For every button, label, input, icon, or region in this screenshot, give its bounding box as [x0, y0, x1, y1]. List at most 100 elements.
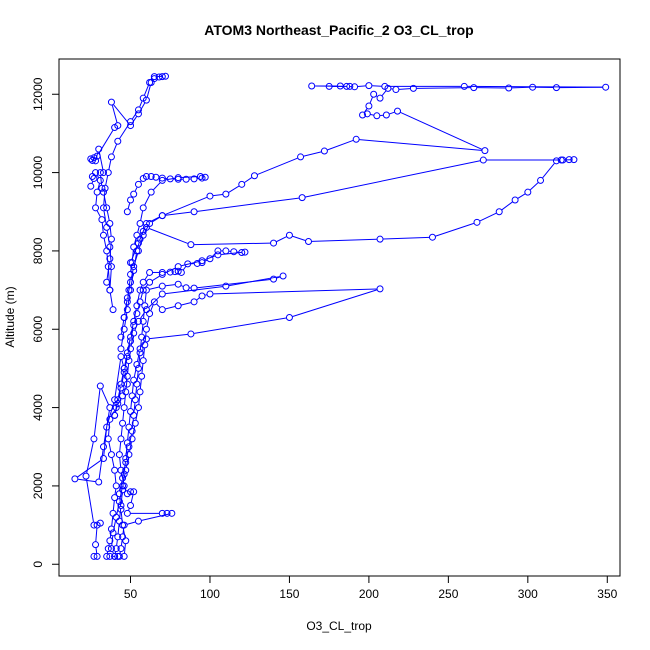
data-point: [122, 458, 130, 466]
series-line-segment: [139, 101, 143, 108]
series-line-segment: [113, 104, 129, 124]
series-line-segment: [117, 387, 121, 397]
series-line-segment: [156, 303, 161, 308]
data-point: [98, 216, 106, 224]
data-point: [134, 404, 142, 412]
data-point: [158, 306, 166, 314]
data-point: [158, 282, 166, 290]
data-point: [127, 337, 135, 345]
data-point: [122, 537, 130, 545]
series-line-segment: [112, 500, 115, 511]
series-line-segment: [117, 524, 120, 534]
data-point: [130, 317, 138, 325]
x-tick-label: 150: [279, 587, 299, 601]
data-point: [109, 306, 117, 314]
data-point: [158, 290, 166, 298]
data-point: [481, 147, 489, 155]
data-point: [382, 111, 390, 119]
series-line-segment: [107, 269, 111, 287]
data-point: [139, 278, 147, 286]
series-line-segment: [149, 286, 160, 290]
data-point: [146, 220, 154, 227]
data-point: [150, 75, 158, 83]
series-line-segment: [119, 508, 122, 518]
series-line-segment: [228, 185, 240, 193]
data-point: [241, 248, 249, 256]
data-point: [99, 455, 107, 462]
data-point: [106, 286, 114, 294]
data-series: [71, 72, 610, 560]
series-line-segment: [119, 124, 130, 139]
data-point: [114, 122, 122, 130]
data-point: [139, 317, 147, 325]
data-point: [187, 241, 195, 249]
data-point: [107, 98, 115, 106]
data-point: [125, 451, 133, 459]
series-line-segment: [91, 181, 94, 184]
series-line-segment: [138, 355, 141, 366]
data-point: [117, 502, 125, 509]
series-line-segment: [127, 430, 130, 440]
data-point: [109, 529, 117, 537]
data-point: [117, 545, 125, 553]
data-point: [134, 110, 142, 118]
data-point: [470, 84, 478, 92]
data-point: [136, 345, 144, 353]
series-line-segment: [111, 536, 114, 546]
series-line-segment: [165, 211, 191, 216]
data-point: [198, 292, 206, 300]
data-point: [93, 552, 101, 560]
data-point: [134, 517, 142, 525]
data-point: [99, 204, 107, 212]
data-point: [168, 509, 176, 517]
data-point: [120, 314, 128, 321]
data-point: [101, 184, 109, 192]
data-point: [133, 361, 141, 368]
data-point: [336, 82, 344, 90]
data-point: [138, 372, 146, 380]
series-line-segment: [117, 391, 121, 401]
series-line-segment: [121, 371, 124, 381]
series-line-segment: [109, 226, 112, 236]
series-line-segment: [96, 175, 100, 178]
series-line-segment: [86, 442, 94, 474]
data-point: [92, 541, 100, 549]
series-line-segment: [136, 371, 139, 381]
data-point: [177, 268, 185, 276]
series-line-segment: [124, 304, 128, 315]
data-point: [190, 175, 198, 183]
y-tick-label: 0: [31, 561, 45, 568]
series-line-segment: [108, 442, 112, 452]
series-line-segment: [95, 195, 98, 205]
data-point: [190, 208, 198, 216]
data-point: [107, 451, 115, 459]
series-line-segment: [134, 238, 137, 244]
series-line-segment: [467, 85, 603, 88]
data-point: [123, 380, 131, 388]
data-point: [187, 330, 195, 338]
series-line-segment: [127, 203, 131, 209]
data-point: [134, 239, 142, 247]
data-point: [270, 275, 278, 283]
series-line-segment: [146, 316, 150, 327]
data-point: [95, 145, 103, 153]
data-point: [370, 90, 378, 98]
data-point: [119, 486, 127, 494]
series-line-segment: [149, 228, 189, 244]
data-point: [136, 298, 144, 306]
series-line-segment: [143, 348, 145, 358]
data-point: [305, 238, 313, 246]
data-point: [120, 368, 128, 376]
data-point: [127, 408, 135, 415]
data-point: [107, 525, 115, 533]
data-point: [238, 248, 246, 256]
series-line-segment: [97, 183, 100, 190]
data-point: [130, 411, 138, 419]
data-point: [127, 122, 135, 130]
series-line-segment: [122, 477, 125, 487]
series-line-segment: [121, 375, 124, 385]
data-point: [142, 173, 150, 180]
x-tick-label: 50: [124, 587, 138, 601]
series-line-segment: [120, 540, 123, 546]
series-line-segment: [135, 387, 138, 397]
